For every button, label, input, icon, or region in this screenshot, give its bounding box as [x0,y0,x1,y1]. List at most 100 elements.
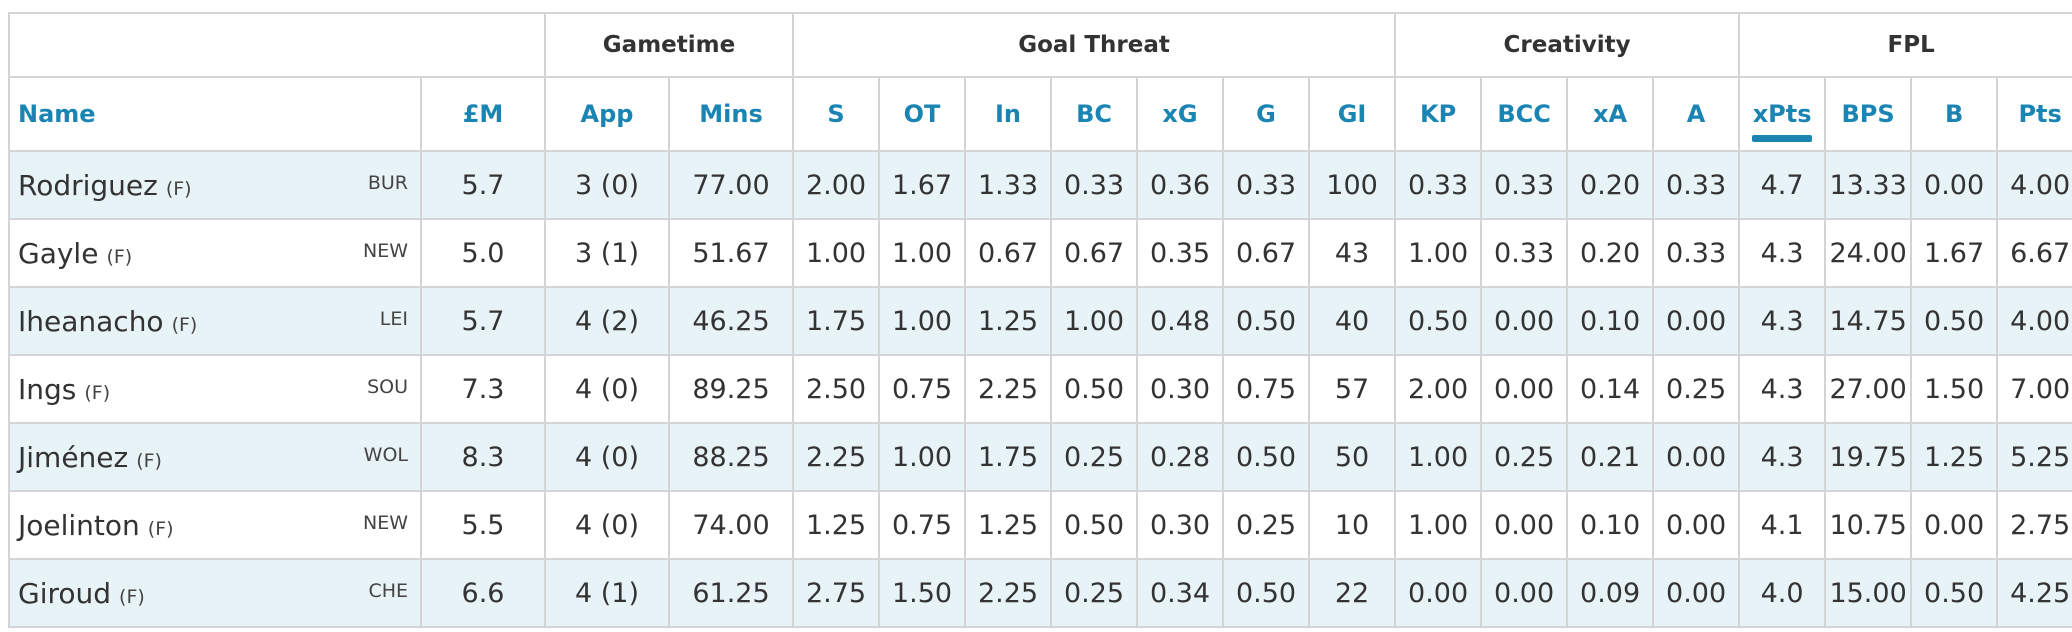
stat-cell-app: 4 (1) [544,558,670,628]
player-cell[interactable]: Rodriguez (F) BUR [8,150,422,220]
table-row[interactable]: Rodriguez (F) BUR 5.7 3 (0) 77.00 2.00 1.67 1.33… [8,150,2072,220]
player-name[interactable]: Ings [18,372,77,406]
stat-cell-g: 0.75 [1222,354,1311,424]
stat-cell-app: 3 (0) [544,150,670,220]
stat-cell-a: 0.00 [1652,286,1741,356]
player-name[interactable]: Rodriguez [18,168,158,202]
stat-cell-pts: 4.25 [1996,558,2072,628]
column-header-name[interactable]: Name [8,76,422,152]
column-header-app[interactable]: App [544,76,670,152]
column-header-kp[interactable]: KP [1394,76,1483,152]
player-team: CHE [368,580,408,602]
player-name[interactable]: Giroud [18,576,112,610]
player-name[interactable]: Iheanacho [18,304,164,338]
column-header-in[interactable]: In [964,76,1053,152]
stat-cell-price: 8.3 [420,422,546,492]
player-cell[interactable]: Gayle (F) NEW [8,218,422,288]
stat-cell-bcc: 0.33 [1480,150,1569,220]
stat-cell-b: 0.00 [1910,150,1999,220]
column-header-ot[interactable]: OT [878,76,967,152]
column-header-mins[interactable]: Mins [667,76,795,152]
stat-cell-s: 2.25 [792,422,881,492]
stat-cell-g: 0.50 [1222,558,1311,628]
table-row[interactable]: Gayle (F) NEW 5.0 3 (1) 51.67 1.00 1.00 0.67 0.67… [8,218,2072,288]
column-header-a[interactable]: A [1652,76,1741,152]
column-header-bps[interactable]: BPS [1824,76,1913,152]
stat-cell-xg: 0.34 [1136,558,1225,628]
table-body: Rodriguez (F) BUR 5.7 3 (0) 77.00 2.00 1.67 1.33… [8,150,2072,628]
stat-cell-kp: 2.00 [1394,354,1483,424]
stat-cell-bc: 0.50 [1050,490,1139,560]
stat-cell-b: 1.50 [1910,354,1999,424]
stat-cell-bcc: 0.00 [1480,286,1569,356]
player-cell[interactable]: Jiménez (F) WOL [8,422,422,492]
column-header-gi[interactable]: GI [1308,76,1397,152]
column-header-b[interactable]: B [1910,76,1999,152]
player-position: (F) [106,245,133,268]
player-cell[interactable]: Giroud (F) CHE [8,558,422,628]
stat-cell-g: 0.33 [1222,150,1311,220]
stat-cell-gi: 22 [1308,558,1397,628]
stat-cell-kp: 1.00 [1394,490,1483,560]
stat-cell-b: 1.67 [1910,218,1999,288]
player-team: BUR [367,172,408,194]
column-header-xpts[interactable]: xPts [1738,76,1827,152]
table-row[interactable]: Jiménez (F) WOL 8.3 4 (0) 88.25 2.25 1.00 1.75 0.… [8,422,2072,492]
stat-cell-bcc: 0.00 [1480,354,1569,424]
column-header-price[interactable]: £M [420,76,546,152]
stats-table-container: Gametime Goal Threat Creativity FPL Name… [8,12,2072,628]
stat-cell-mins: 74.00 [667,490,795,560]
column-header-s[interactable]: S [792,76,881,152]
group-header-creativity: Creativity [1394,12,1741,78]
column-header-pts[interactable]: Pts [1996,76,2072,152]
table-row[interactable]: Giroud (F) CHE 6.6 4 (1) 61.25 2.75 1.50 2.25 0.2… [8,558,2072,628]
stat-cell-xpts: 4.1 [1738,490,1827,560]
column-header-bc[interactable]: BC [1050,76,1139,152]
player-cell[interactable]: Ings (F) SOU [8,354,422,424]
stat-cell-price: 7.3 [420,354,546,424]
table-row[interactable]: Iheanacho (F) LEI 5.7 4 (2) 46.25 1.75 1.00 1.25… [8,286,2072,356]
table-row[interactable]: Joelinton (F) NEW 5.5 4 (0) 74.00 1.25 0.75 1.25… [8,490,2072,560]
stat-cell-mins: 46.25 [667,286,795,356]
stat-cell-gi: 57 [1308,354,1397,424]
stat-cell-in: 0.67 [964,218,1053,288]
stat-cell-ot: 1.00 [878,286,967,356]
stat-cell-gi: 43 [1308,218,1397,288]
stat-cell-gi: 100 [1308,150,1397,220]
stat-cell-xpts: 4.3 [1738,218,1827,288]
group-header-gametime: Gametime [543,12,795,78]
stat-cell-pts: 5.25 [1996,422,2072,492]
stat-cell-bps: 15.00 [1824,558,1913,628]
player-cell[interactable]: Joelinton (F) NEW [8,490,422,560]
player-name[interactable]: Jiménez [18,440,129,474]
stat-cell-xpts: 4.3 [1738,354,1827,424]
player-team: NEW [362,240,408,262]
table-row[interactable]: Ings (F) SOU 7.3 4 (0) 89.25 2.50 0.75 2.25 0.50 0… [8,354,2072,424]
stat-cell-a: 0.33 [1652,218,1741,288]
stat-cell-bcc: 0.25 [1480,422,1569,492]
player-name[interactable]: Joelinton [18,508,140,542]
player-position: (F) [136,449,162,472]
stat-cell-pts: 4.00 [1996,286,2072,356]
column-header-xpts-label: xPts [1752,100,1812,128]
player-cell[interactable]: Iheanacho (F) LEI [8,286,422,356]
column-header-xg[interactable]: xG [1136,76,1225,152]
stat-cell-app: 4 (0) [544,422,670,492]
player-team: NEW [362,512,408,534]
stat-cell-price: 5.0 [420,218,546,288]
group-header-goal-threat: Goal Threat [792,12,1397,78]
stat-cell-a: 0.00 [1652,422,1741,492]
column-header-bcc[interactable]: BCC [1480,76,1569,152]
column-header-g[interactable]: G [1222,76,1311,152]
stat-cell-price: 5.5 [420,490,546,560]
stat-cell-kp: 1.00 [1394,422,1483,492]
stat-cell-xa: 0.10 [1566,490,1655,560]
column-header-xa[interactable]: xA [1566,76,1655,152]
stat-cell-mins: 61.25 [667,558,795,628]
stat-cell-ot: 1.67 [878,150,967,220]
stat-cell-bps: 13.33 [1824,150,1913,220]
stat-cell-b: 0.50 [1910,286,1999,356]
stat-cell-bc: 1.00 [1050,286,1139,356]
stat-cell-xa: 0.14 [1566,354,1655,424]
player-name[interactable]: Gayle [18,236,99,270]
